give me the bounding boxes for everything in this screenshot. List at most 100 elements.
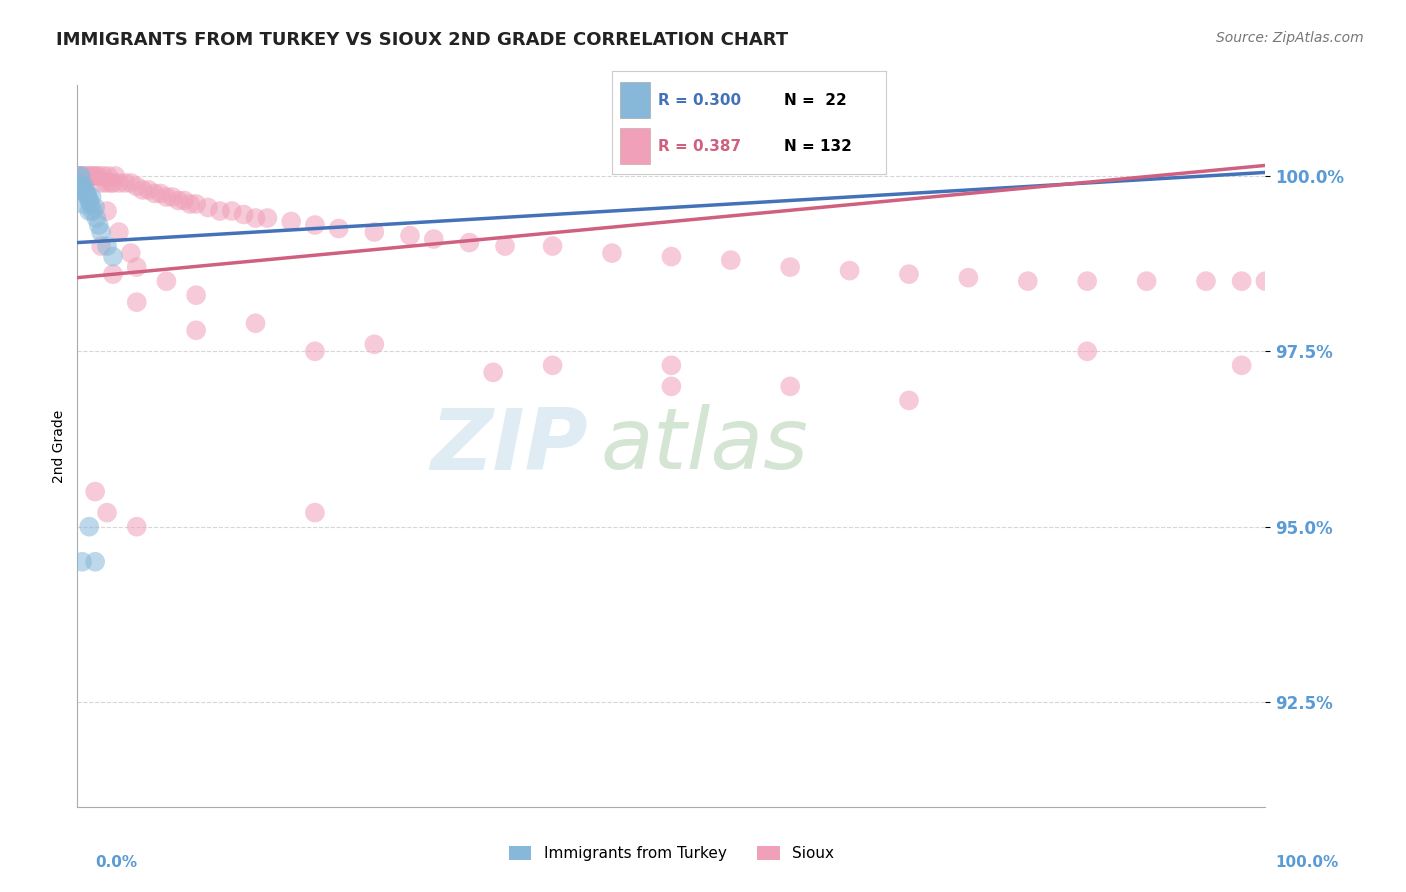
Point (104, 169, 127, 183)
Point (304, 506, 326, 520)
Point (661, 379, 683, 393)
Point (76, 186, 98, 201)
Point (423, 232, 446, 246)
Point (155, 274, 177, 288)
Point (70, 179, 93, 194)
Point (96, 506, 118, 520)
Point (399, 228, 422, 243)
Point (73, 169, 96, 183)
Point (101, 267, 124, 281)
Point (70, 555, 93, 569)
Point (120, 246, 142, 260)
Point (86, 211, 108, 225)
Point (108, 176, 131, 190)
Point (363, 225, 385, 239)
Point (131, 183, 153, 197)
Text: IMMIGRANTS FROM TURKEY VS SIOUX 2ND GRADE CORRELATION CHART: IMMIGRANTS FROM TURKEY VS SIOUX 2ND GRAD… (56, 31, 789, 49)
Point (125, 295, 148, 310)
Point (125, 519, 148, 533)
Point (73, 179, 96, 194)
Point (90, 225, 112, 239)
Point (125, 179, 148, 194)
Point (114, 176, 136, 190)
Point (84, 201, 107, 215)
Text: 0.0%: 0.0% (96, 855, 138, 870)
Point (720, 253, 742, 268)
Bar (620, 128, 650, 163)
Point (541, 239, 564, 253)
Point (197, 201, 219, 215)
Point (304, 218, 326, 232)
Text: 100.0%: 100.0% (1275, 855, 1339, 870)
Point (245, 316, 267, 330)
Point (600, 246, 623, 260)
Point (80, 169, 103, 183)
Point (76, 169, 98, 183)
Point (120, 176, 142, 190)
Point (898, 267, 921, 281)
Point (108, 225, 131, 239)
Text: atlas: atlas (600, 404, 808, 488)
Point (162, 190, 184, 204)
Point (96, 239, 118, 253)
Point (458, 235, 481, 250)
Point (69, 169, 91, 183)
Point (149, 186, 172, 201)
Point (179, 197, 201, 211)
Point (82, 204, 104, 219)
Point (1230, 359, 1253, 373)
Point (90, 176, 112, 190)
Point (541, 359, 564, 373)
Point (779, 379, 801, 393)
Legend: Immigrants from Turkey, Sioux: Immigrants from Turkey, Sioux (509, 846, 834, 861)
Y-axis label: 2nd Grade: 2nd Grade (52, 409, 66, 483)
Point (208, 204, 231, 219)
Point (898, 393, 921, 408)
Point (173, 194, 195, 208)
Point (494, 239, 516, 253)
Point (72, 183, 94, 197)
Text: N = 132: N = 132 (785, 139, 852, 153)
Point (186, 197, 208, 211)
Bar (620, 81, 650, 118)
Point (1136, 274, 1159, 288)
Point (100, 176, 122, 190)
Point (72, 197, 94, 211)
Text: ZIP: ZIP (430, 404, 588, 488)
Point (101, 250, 124, 264)
Point (221, 204, 243, 219)
Point (90, 239, 112, 253)
Point (75, 186, 97, 201)
Point (838, 263, 860, 277)
Point (101, 176, 124, 190)
Point (138, 183, 160, 197)
Point (79, 197, 101, 211)
Point (155, 190, 177, 204)
Point (1254, 274, 1277, 288)
Point (87, 169, 110, 183)
Point (87, 218, 110, 232)
Point (186, 323, 208, 337)
Point (70, 169, 93, 183)
Point (1076, 274, 1098, 288)
Point (77, 194, 100, 208)
Point (1017, 274, 1039, 288)
Text: R = 0.300: R = 0.300 (658, 93, 741, 108)
Point (80, 190, 103, 204)
Point (1076, 344, 1098, 359)
Point (84, 484, 107, 499)
Point (957, 270, 980, 285)
Point (779, 260, 801, 274)
Point (94, 176, 117, 190)
Point (96, 204, 118, 219)
Text: N =  22: N = 22 (785, 93, 846, 108)
Point (304, 344, 326, 359)
Point (77, 169, 100, 183)
Point (69, 169, 91, 183)
Point (661, 359, 683, 373)
Point (328, 221, 350, 235)
Point (70, 169, 93, 183)
Point (280, 214, 302, 228)
Point (86, 169, 108, 183)
Point (125, 260, 148, 274)
